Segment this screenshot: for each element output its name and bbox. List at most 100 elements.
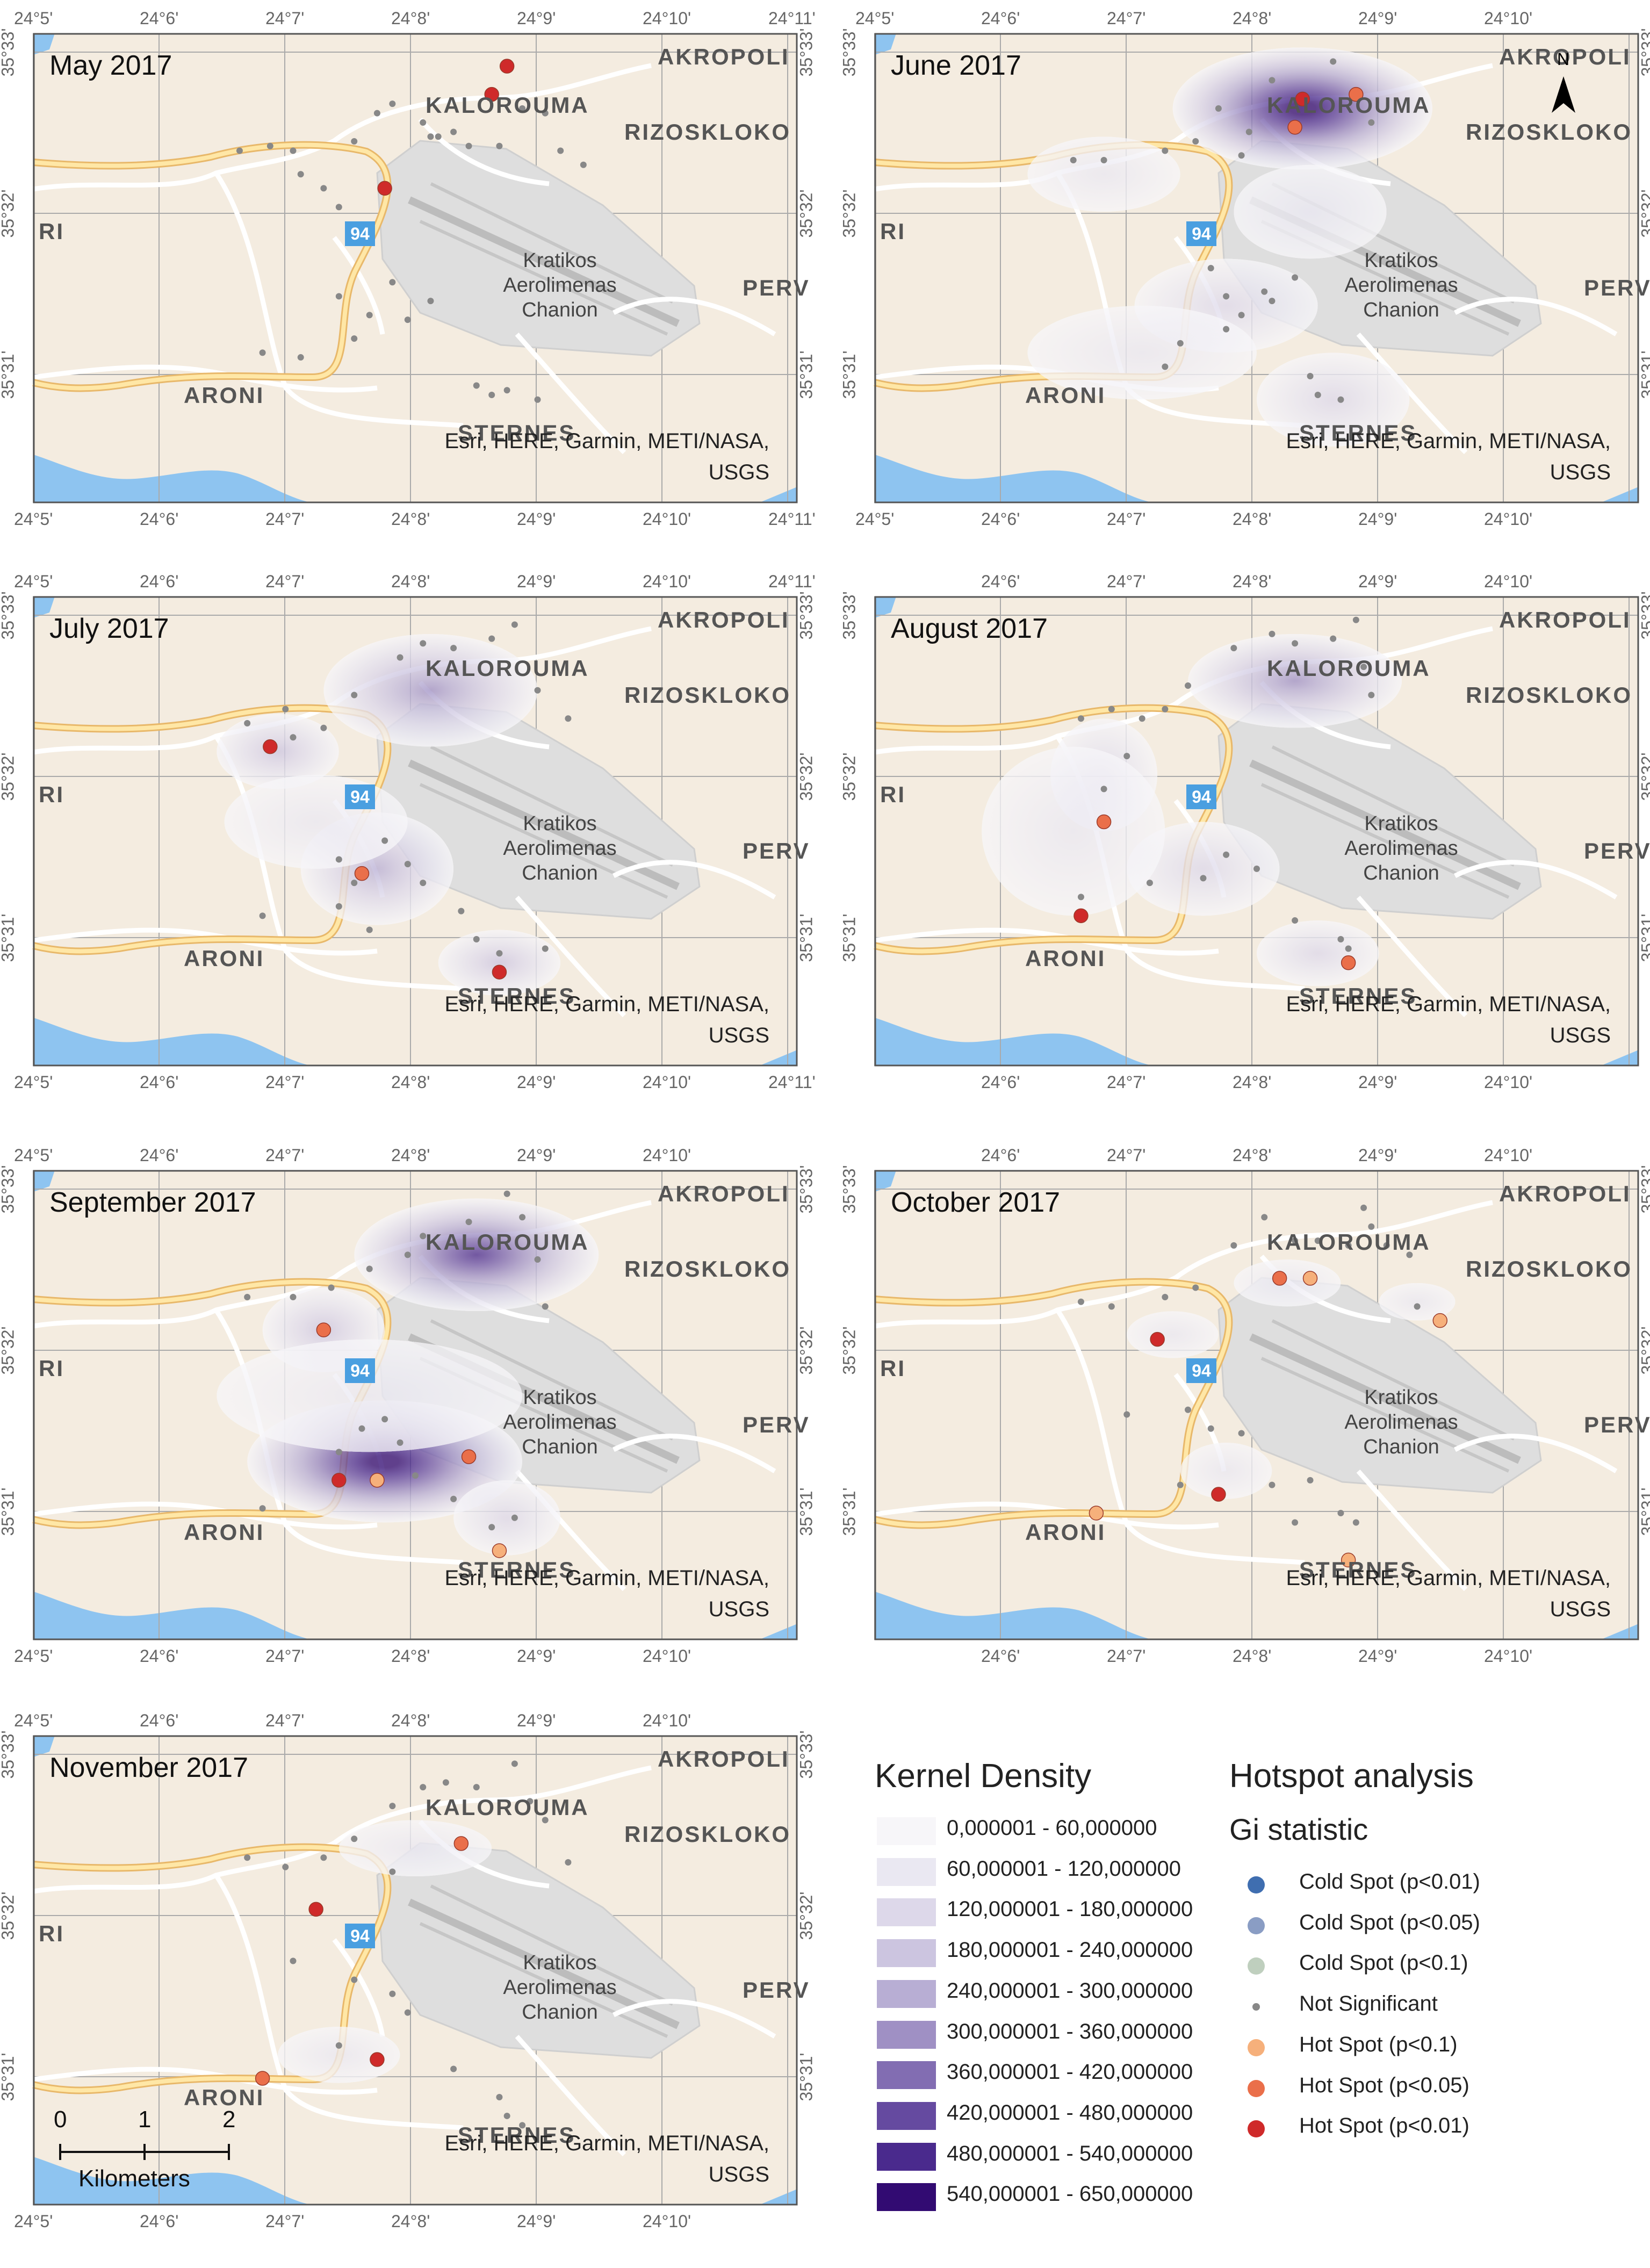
not-significant-point: [496, 2093, 503, 2100]
not-significant-point: [1314, 391, 1321, 398]
y-tick-label-right: 35°33': [796, 1165, 816, 1214]
y-tick-label-left: 35°31': [0, 2053, 18, 2101]
place-label-rizoskloko: RIZOSKLOKO: [624, 119, 791, 145]
kernel-density-blob: [1027, 305, 1257, 400]
not-significant-point: [1077, 715, 1084, 722]
airport-label-line: Aerolimenas: [503, 837, 617, 860]
hotspot-legend-title: Hotspot analysis: [1229, 1758, 1474, 1795]
not-significant-point: [519, 1214, 526, 1221]
place-label-ri: RI: [880, 782, 906, 807]
y-tick-label-left: 35°31': [0, 913, 18, 962]
basemap: [874, 596, 1639, 1067]
sea-corner: [33, 1736, 55, 1757]
x-tick-label-bottom: 24°5': [14, 1072, 53, 1092]
not-significant-point: [290, 147, 297, 154]
not-significant-point: [1330, 635, 1337, 642]
x-tick-label-top: 24°10': [1484, 9, 1533, 28]
not-significant-point: [488, 391, 495, 398]
airport-label-line: Chanion: [1363, 862, 1439, 884]
hotspot-legend-symbol: [1248, 2039, 1265, 2056]
place-label-perv: PERV: [1584, 275, 1650, 300]
not-significant-point: [389, 1990, 396, 1997]
place-label-perv: PERV: [743, 275, 810, 300]
kernel-density-legend-title: Kernel Density: [875, 1758, 1092, 1795]
basemap: [32, 33, 798, 503]
not-significant-point: [351, 692, 358, 699]
x-tick-label-bottom: 24°8': [391, 1072, 430, 1092]
airport-label-line: Aerolimenas: [503, 1411, 617, 1434]
kernel-density-legend-label: 60,000001 - 120,000000: [947, 1856, 1181, 1881]
airport-label-line: Kratikos: [523, 1386, 597, 1409]
place-label-sternes: STERNES: [458, 420, 576, 445]
kernel-density-blob: [1257, 920, 1379, 987]
y-tick-label-left: 35°32': [839, 1326, 859, 1375]
sea: [875, 455, 1154, 503]
place-label-akropoli: AKROPOLI: [658, 1181, 790, 1206]
hotspot-legend-symbol: [1248, 1957, 1265, 1975]
road: [612, 1999, 776, 2039]
map-panel: September 2017 AKROPOLI KALOROUMA RIZOSKLOK…: [0, 1146, 816, 1666]
not-significant-point: [1269, 1481, 1276, 1488]
not-significant-point: [1207, 265, 1214, 271]
road: [1174, 1200, 1493, 1280]
x-tick-label-bottom: 24°8': [391, 2212, 430, 2231]
map-panel: May 2017 AKROPOLI KALOROUMA RIZOSKLOKO PERV A…: [0, 9, 816, 529]
highway-shield: 94: [345, 784, 375, 809]
kernel-density-legend-label: 480,000001 - 540,000000: [947, 2141, 1193, 2165]
y-tick-label-right: 35°33': [796, 1730, 816, 1779]
attribution-line: Esri, HERE, Garmin, METI/NASA,: [444, 2132, 769, 2155]
kernel-density-blob: [323, 633, 538, 747]
not-significant-point: [1162, 1293, 1169, 1300]
not-significant-point: [290, 1293, 297, 1300]
y-tick-label-left: 35°33': [839, 1165, 859, 1214]
hotspot-point: [453, 1836, 469, 1851]
kernel-density-blob: [1188, 633, 1402, 728]
not-significant-point: [1253, 865, 1260, 872]
y-tick-label-left: 35°32': [0, 752, 18, 801]
place-label-aroni: ARONI: [1025, 946, 1106, 971]
x-tick-label-top: 24°6': [981, 9, 1020, 28]
x-tick-label-bottom: 24°9': [1358, 1072, 1397, 1092]
x-tick-label-top: 24°8': [1233, 572, 1272, 591]
taxiway: [430, 1319, 674, 1441]
kernel-density-legend-label: 180,000001 - 240,000000: [947, 1938, 1193, 1962]
basemap: [32, 596, 798, 1067]
not-significant-point: [1261, 1214, 1268, 1221]
y-tick-label-right: 35°31': [1638, 1487, 1650, 1536]
not-significant-point: [373, 110, 380, 117]
not-significant-point: [1123, 1411, 1130, 1418]
highway: [874, 1279, 1231, 1528]
scale-bar-unit: Kilometers: [78, 2165, 190, 2192]
not-significant-point: [1307, 1477, 1314, 1484]
not-significant-point: [1108, 705, 1115, 712]
kernel-density-swatch: [877, 2061, 936, 2090]
not-significant-point: [1406, 1251, 1413, 1258]
map-frame: [33, 596, 798, 1067]
not-significant-point: [511, 1760, 518, 1767]
hotspot-point: [316, 1322, 332, 1337]
sea-corner: [875, 33, 896, 55]
hotspot-legend-label: Cold Spot (p<0.05): [1299, 1910, 1480, 1934]
road: [1356, 1470, 1468, 1592]
y-tick-label-left: 35°31': [0, 1487, 18, 1536]
not-significant-point: [259, 912, 266, 919]
not-significant-point: [397, 1439, 404, 1446]
not-significant-point: [1108, 1303, 1115, 1310]
y-tick-label-left: 35°32': [839, 752, 859, 801]
airport-label-line: Chanion: [522, 299, 598, 321]
x-tick-label-top: 24°9': [517, 1146, 556, 1165]
not-significant-point: [1139, 715, 1145, 722]
not-significant-point: [1292, 1519, 1299, 1526]
scale-bar-label: 1: [138, 2106, 152, 2133]
x-tick-label-top: 24°9': [517, 572, 556, 591]
map-panel: October 2017 AKROPOLI KALOROUMA RIZOSKLOKO P…: [840, 1146, 1650, 1666]
place-label-perv: PERV: [743, 838, 810, 863]
not-significant-point: [1223, 326, 1230, 333]
sea-corner: [875, 596, 896, 618]
not-significant-point: [1352, 616, 1359, 623]
y-tick-label-left: 35°32': [0, 1891, 18, 1940]
not-significant-point: [503, 2112, 510, 2119]
kernel-density-blob: [982, 746, 1165, 916]
not-significant-point: [473, 936, 480, 943]
x-tick-label-top: 24°6': [981, 572, 1020, 591]
